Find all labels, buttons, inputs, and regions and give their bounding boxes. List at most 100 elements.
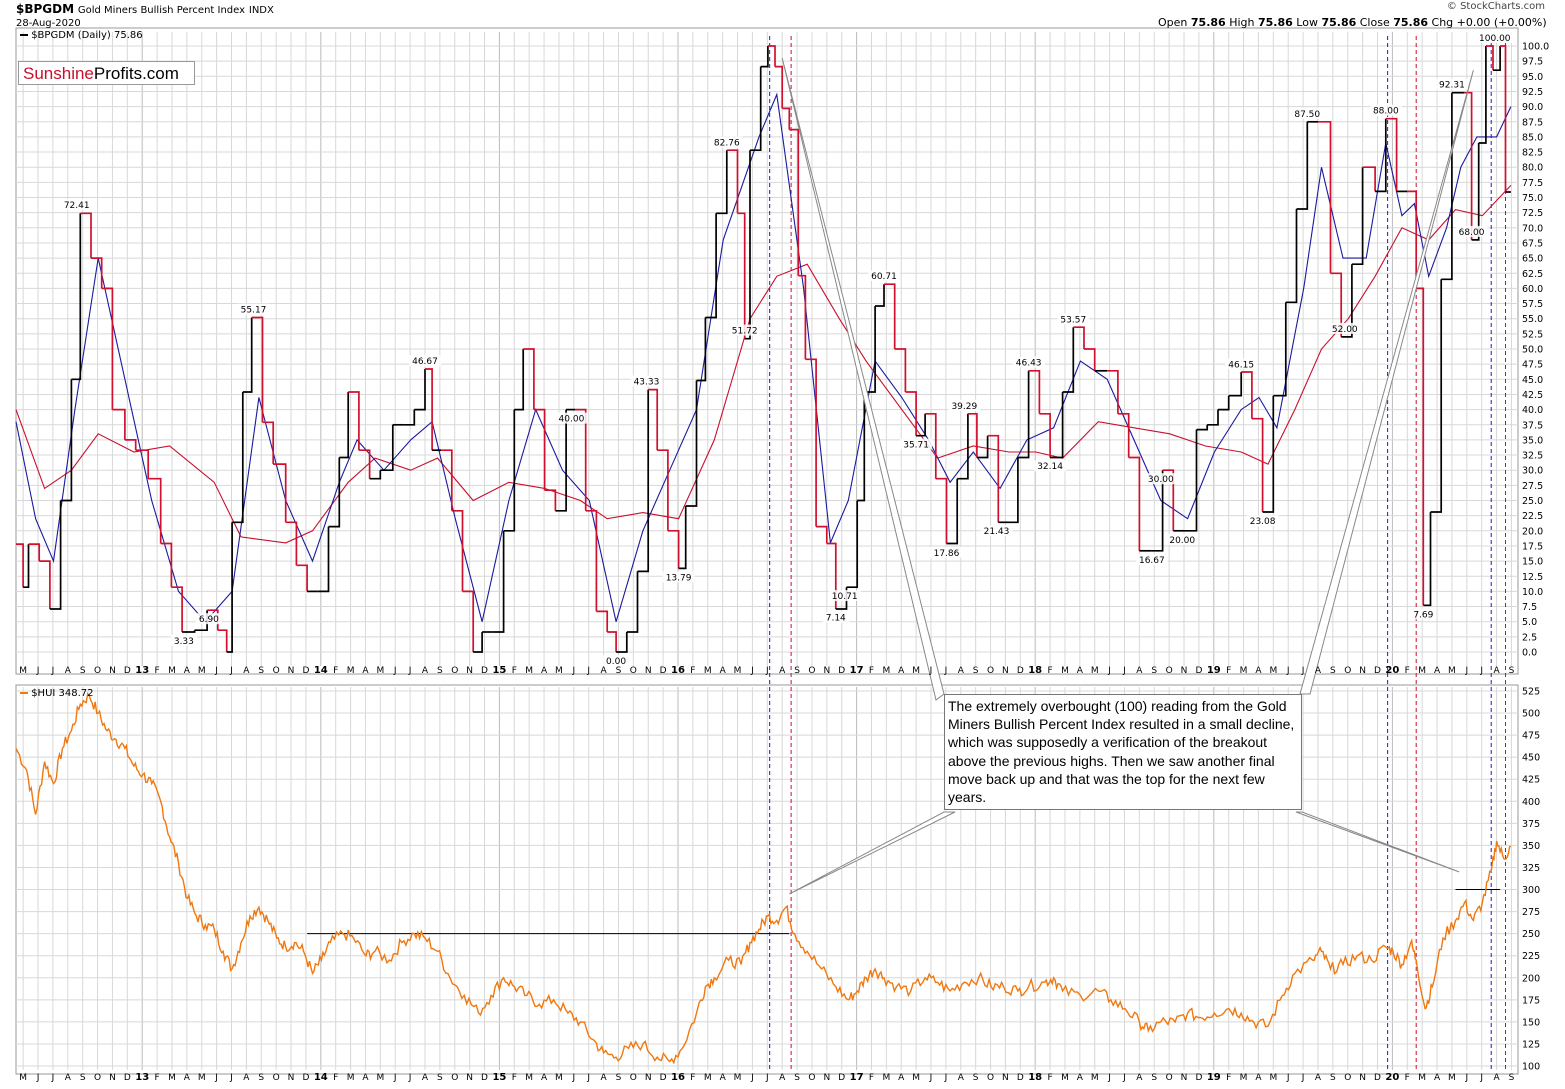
bpgdm-segment [864,306,876,393]
point-label: 60.71 [871,272,897,282]
y-tick-label: 25.0 [1522,496,1543,507]
x-tick-label: A [600,1073,607,1083]
x-tick-label: 18 [1028,665,1042,676]
x-tick-label: N [823,1073,830,1083]
x-tick-label: F [1405,1073,1410,1083]
bpgdm-segment [967,412,978,458]
x-tick-label: D [1374,666,1381,676]
point-label-bg [170,634,198,646]
x-tick-label: A [1434,1073,1441,1083]
point-label: 46.15 [1228,360,1254,370]
point-label-bg [948,399,981,411]
x-tick-label: A [898,666,905,676]
x-tick-label: A [362,1073,369,1083]
x-tick-label: M [704,1073,712,1083]
point-label-bg [1475,32,1514,43]
x-tick-label: F [333,666,338,676]
bpgdm-segment [112,408,126,440]
point-label-bg [1135,553,1168,565]
x-tick-label: O [1344,666,1351,676]
bpgdm-segment [678,506,687,570]
x-tick-label: F [690,666,695,676]
y-tick-label: 12.5 [1522,572,1543,583]
x-tick-label: A [1136,666,1143,676]
point-label: 3.33 [174,637,194,647]
x-tick-label: J [586,666,590,676]
y-tick-label: 52.5 [1522,329,1543,340]
x-tick-label: J [36,1073,40,1083]
bpgdm-segment [1478,46,1487,144]
x-tick-label: M [168,1073,176,1083]
y-tick-label: 97.5 [1522,57,1543,68]
y-tick-label: 100.0 [1522,42,1549,53]
x-tick-label: 13 [135,1072,149,1083]
bpgdm-segment [473,632,483,653]
x-tick-label: J [1122,1073,1126,1083]
chart-title: $BPGDM Gold Miners Bullish Percent Index… [16,2,274,16]
bpgdm-segment [182,630,196,633]
y-axis-ticks: 0.0 2.5 5.0 7.5 10.0 12.5 15.0 17.5 20.0 22.5 25.0… [1522,42,1549,1073]
point-label-bg [930,546,963,558]
x-tick-label: J [214,666,218,676]
x-tick-label: M [168,666,176,676]
bpgdm-segment [685,380,698,507]
bpgdm-segment [124,439,137,451]
point-label: 88.00 [1373,107,1399,117]
bpgdm-segment [585,509,598,612]
y-tick-label: 30.0 [1522,466,1543,477]
x-tick-label: J [1464,666,1468,676]
x-tick-label: S [973,666,979,676]
x-tick-label: M [19,1073,27,1083]
y-tick-label: 95.0 [1522,72,1543,83]
bpgdm-segment [616,632,628,653]
x-tick-label: J [571,1073,575,1083]
x-tick-label: A [243,1073,250,1083]
point-label-bg [662,571,695,583]
x-tick-label: D [1017,666,1024,676]
point-label: 46.67 [412,357,438,367]
bpgdm-segment [1500,45,1507,192]
annotation-box: The extremely overbought (100) reading f… [944,694,1302,810]
point-label: 40.00 [559,415,585,425]
x-tick-label: M [1091,1073,1099,1083]
x-tick-label: 13 [135,665,149,676]
x-tick-label: J [586,1073,590,1083]
x-tick-label: N [109,666,116,676]
point-label: 39.29 [951,402,977,412]
point-label-bg [555,412,588,424]
y-tick-label: 500 [1522,709,1540,720]
top-panel-grid [15,27,1519,675]
x-tick-label: A [1255,666,1262,676]
x-tick-label: F [690,1073,695,1083]
x-tick-label: F [154,666,159,676]
bpgdm-segment [1073,326,1085,349]
bpgdm-segment [1296,121,1309,210]
y-tick-label: 15.0 [1522,557,1543,568]
x-tick-label: J [571,666,575,676]
point-label: 7.14 [826,614,846,624]
x-tick-label: O [94,666,101,676]
bpgdm-segment [217,629,228,652]
y-tick-label: 20.0 [1522,526,1543,537]
y-tick-label: 10.0 [1522,587,1543,598]
bpgdm-segment [492,530,505,633]
point-label-bg [408,355,441,367]
bpgdm-segment [726,149,739,214]
bpgdm-segment [626,571,639,633]
hui-series [15,691,1512,1065]
close-label: Close [1359,16,1390,29]
bpgdm-segment [1039,412,1051,458]
x-tick-label: M [734,666,742,676]
bpgdm-segment [1330,272,1343,337]
x-tick-label: S [437,666,443,676]
bpgdm-segment [816,525,828,544]
bpgdm-segment [1228,372,1243,397]
y-tick-label: 75.0 [1522,193,1543,204]
bpgdm-segment [826,542,837,609]
source-credit: © StockCharts.com [1446,1,1545,12]
y-tick-label: 175 [1522,995,1540,1006]
legend-swatch [20,692,28,694]
x-tick-label: F [512,666,517,676]
x-tick-label: A [541,666,548,676]
x-tick-label: D [660,666,667,676]
